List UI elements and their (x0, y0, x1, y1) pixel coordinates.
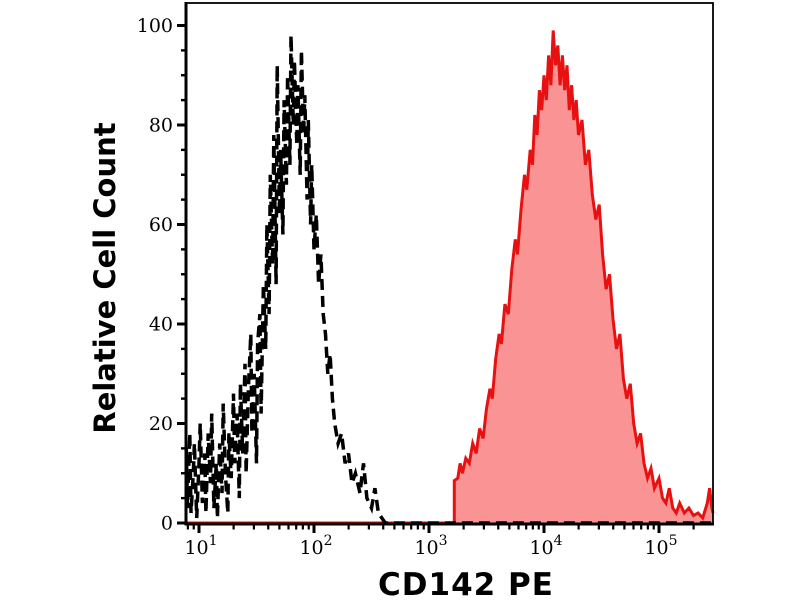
y-axis-ticks: 0 20 40 60 80 100 (137, 15, 186, 535)
series-layer (184, 30, 715, 525)
y-axis-title: Relative Cell Count (88, 122, 122, 434)
y-tick-label: 60 (149, 214, 173, 236)
y-tick-label: 20 (149, 413, 173, 435)
stained-histogram-fill (186, 30, 714, 523)
y-tick-label: 80 (149, 115, 173, 137)
x-axis-title: CD142 PE (378, 567, 554, 600)
x-tick-label: 105 (644, 533, 677, 559)
x-tick-label: 102 (299, 533, 332, 559)
y-tick-label: 40 (149, 314, 173, 336)
x-tick-label: 103 (414, 533, 447, 559)
x-axis-ticks: 101 102 103 104 105 (184, 524, 695, 559)
stained-histogram-line (186, 30, 715, 525)
control-histogram-dashed-line (184, 35, 713, 525)
y-tick-label: 100 (137, 15, 173, 37)
x-tick-label: 101 (184, 533, 217, 559)
plot-frame (184, 2, 714, 526)
y-tick-label: 0 (161, 513, 173, 535)
x-tick-label: 104 (529, 533, 562, 559)
